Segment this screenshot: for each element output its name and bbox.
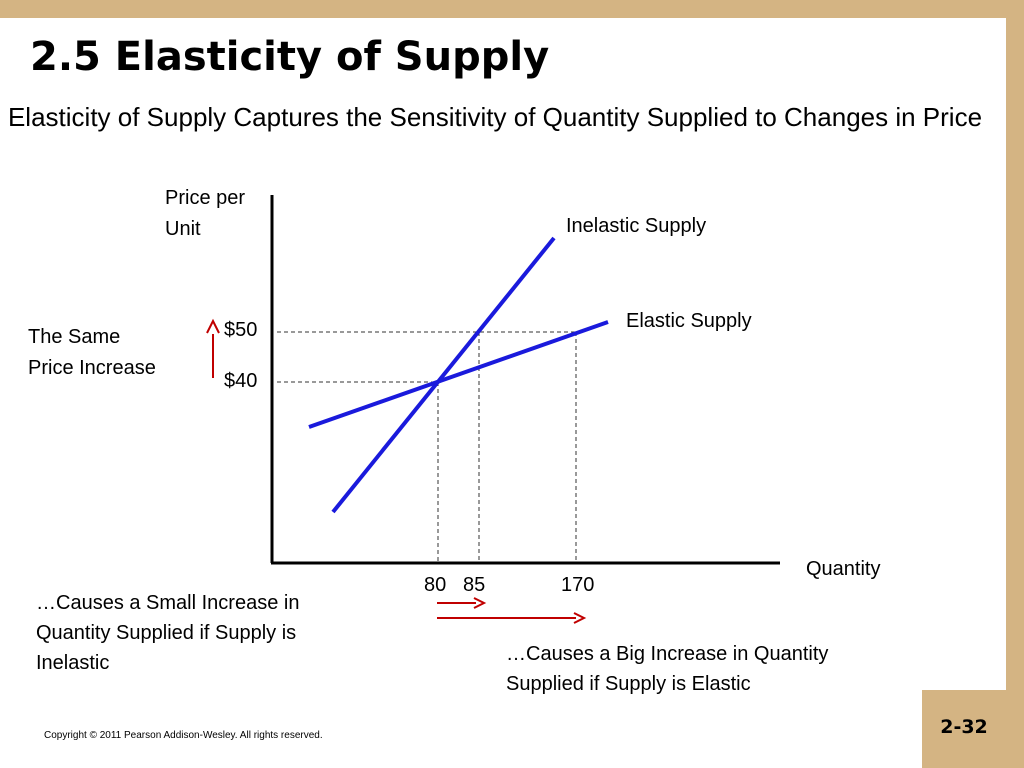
copyright-notice: Copyright © 2011 Pearson Addison-Wesley.… bbox=[44, 730, 323, 741]
y-axis-label-line1: Price per bbox=[165, 187, 246, 209]
x-axis-label: Quantity bbox=[806, 558, 881, 580]
elastic-note-line1: …Causes a Big Increase in Quantity bbox=[506, 643, 829, 665]
slide-title: 2.5 Elasticity of Supply bbox=[30, 34, 550, 80]
price-tick-40: $40 bbox=[224, 370, 258, 392]
elastic-note-line2: Supplied if Supply is Elastic bbox=[506, 673, 751, 695]
y-axis-label-line2: Unit bbox=[165, 218, 201, 240]
big-increase-arrow-head bbox=[573, 612, 587, 624]
qty-tick-85: 85 bbox=[463, 574, 486, 596]
elastic-supply-label: Elastic Supply bbox=[626, 310, 752, 332]
price-increase-arrow-head bbox=[206, 318, 220, 334]
inelastic-supply-label: Inelastic Supply bbox=[566, 215, 707, 237]
price-tick-50: $50 bbox=[224, 319, 258, 341]
inelastic-note-line3: Inelastic bbox=[36, 652, 110, 674]
elastic-supply-line bbox=[308, 320, 609, 429]
qty-tick-80: 80 bbox=[424, 574, 447, 596]
price-note-line2: Price Increase bbox=[28, 357, 156, 379]
small-increase-arrow-head bbox=[473, 597, 487, 609]
slide-number-box bbox=[922, 690, 1006, 768]
slide-canvas bbox=[0, 18, 1006, 768]
slide-number: 2-32 bbox=[940, 716, 988, 738]
inelastic-note-line2: Quantity Supplied if Supply is bbox=[36, 622, 297, 644]
qty-tick-170: 170 bbox=[561, 574, 595, 596]
inelastic-supply-line bbox=[331, 236, 556, 514]
inelastic-note-line1: …Causes a Small Increase in bbox=[36, 592, 300, 614]
slide-subtitle: Elasticity of Supply Captures the Sensit… bbox=[7, 102, 983, 132]
price-note-line1: The Same bbox=[28, 326, 121, 348]
